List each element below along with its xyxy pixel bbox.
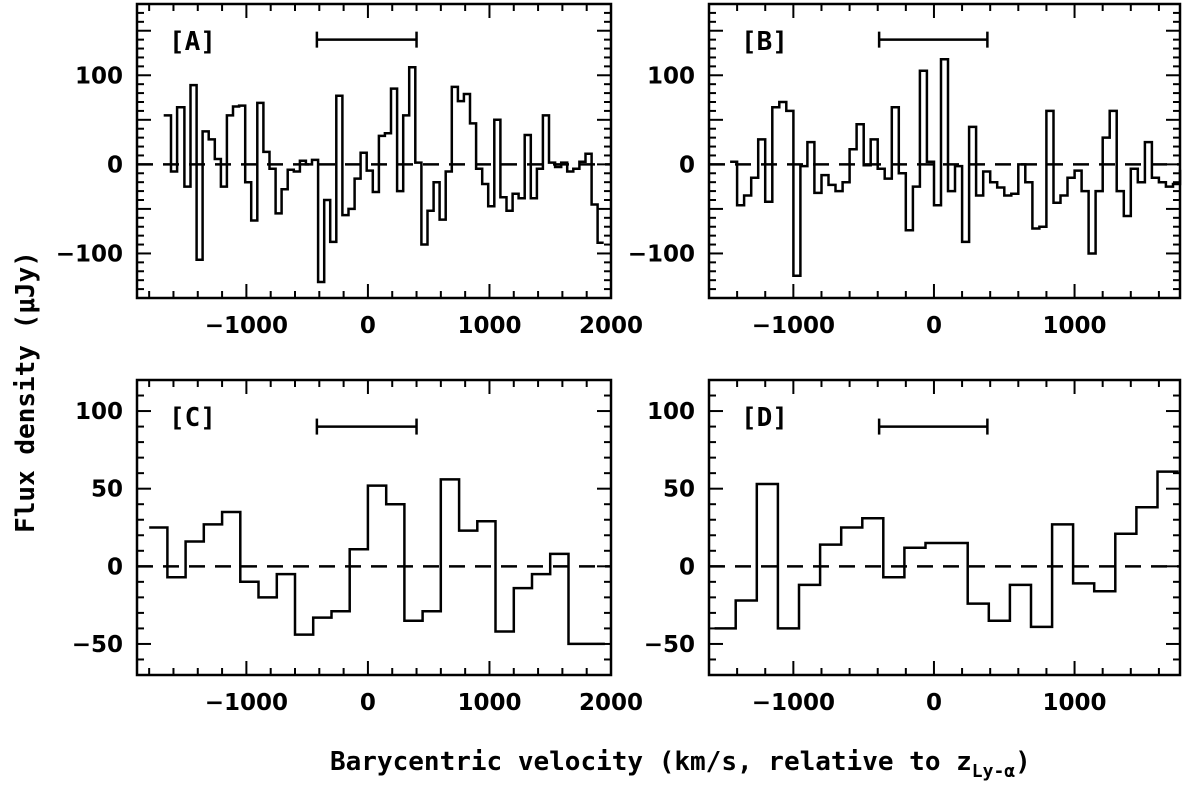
panel-c-x-tick-label: 1000 — [457, 690, 521, 716]
panel-a-label: [A] — [169, 27, 216, 57]
panel-a-y-tick-label: −100 — [56, 241, 123, 267]
panel-a-frame — [135, 2, 613, 300]
panel-a-x-tick-label: −1000 — [205, 313, 288, 339]
panel-c-frame — [135, 378, 613, 677]
panel-c-y-tick-label: 0 — [107, 554, 123, 580]
panel-a-x-tick-label: 2000 — [579, 313, 643, 339]
panel-d-frame — [707, 378, 1182, 677]
panel-d: −1000 0 1000 −50 0 50 100 [D] — [644, 378, 1182, 716]
panel-c-label: [C] — [169, 403, 216, 433]
panel-a-x-tick-label: 1000 — [457, 313, 521, 339]
panel-c-x-tick-label: 0 — [360, 690, 376, 716]
panel-d-y-tick-label: −50 — [644, 632, 695, 658]
panel-d-x-tick-label: −1000 — [752, 690, 835, 716]
panel-c-y-tick-label: 100 — [75, 399, 123, 425]
panel-a-spectrum — [163, 66, 604, 284]
x-axis-title-main: Barycentric velocity (km/s, relative to … — [330, 747, 972, 777]
panel-b-y-tick-label: 100 — [647, 63, 695, 89]
panel-d-x-tick-label: 0 — [926, 690, 942, 716]
panel-b-x-tick-label: −1000 — [752, 313, 835, 339]
panel-b-x-tick-label: 1000 — [1043, 313, 1107, 339]
panel-d-y-tick-label: 0 — [679, 554, 695, 580]
panel-c-y-tick-label: 50 — [91, 477, 123, 503]
panel-d-x-tick-label: 1000 — [1043, 690, 1107, 716]
panel-b-y-tick-label: −100 — [628, 241, 695, 267]
panel-b-spectrum — [730, 57, 1182, 277]
panel-c-spectrum — [149, 478, 605, 646]
x-axis-title-close: ) — [1015, 747, 1031, 777]
panel-a-y-tick-label: 100 — [75, 63, 123, 89]
x-axis-title: Barycentric velocity (km/s, relative to … — [330, 747, 1031, 782]
panel-d-label: [D] — [741, 403, 788, 433]
panel-a-x-tick-label: 0 — [360, 313, 376, 339]
x-axis-title-subscript: Ly-α — [972, 761, 1016, 782]
panel-c: −1000 0 1000 2000 −50 0 50 100 [C] — [72, 378, 643, 716]
panel-c-x-tick-label: −1000 — [205, 690, 288, 716]
y-axis-title: Flux density (μJy) — [11, 251, 41, 533]
panel-c-x-tick-label: 2000 — [579, 690, 643, 716]
panel-b-label: [B] — [741, 27, 788, 57]
panel-b-y-tick-label: 0 — [679, 152, 695, 178]
panel-d-y-tick-label: 50 — [663, 477, 695, 503]
panel-c-y-tick-label: −50 — [72, 632, 123, 658]
panel-b-frame — [707, 2, 1182, 300]
panel-a-y-tick-label: 0 — [107, 152, 123, 178]
panel-d-spectrum — [714, 470, 1179, 630]
panel-b-x-tick-label: 0 — [926, 313, 942, 339]
panel-d-y-tick-label: 100 — [647, 399, 695, 425]
